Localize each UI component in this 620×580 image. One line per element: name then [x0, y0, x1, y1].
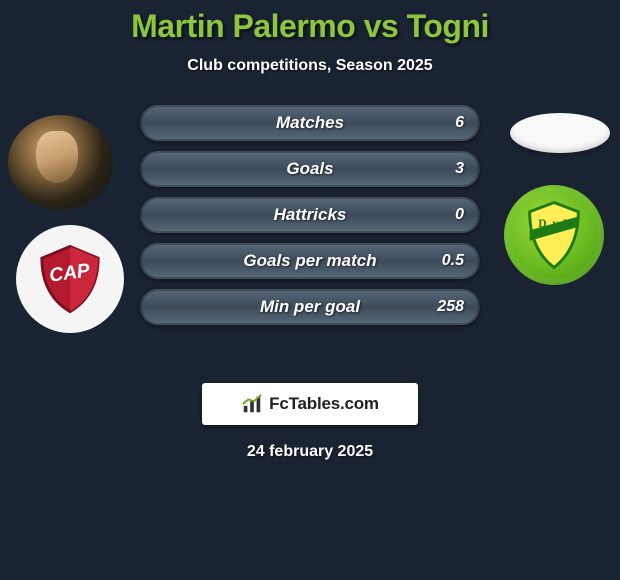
- stat-label: Min per goal: [260, 297, 360, 317]
- stat-label: Hattricks: [274, 205, 347, 225]
- stat-bar-min-per-goal: Min per goal 258: [140, 289, 480, 325]
- stat-label: Goals per match: [243, 251, 376, 271]
- page-subtitle: Club competitions, Season 2025: [0, 57, 620, 75]
- footer-logo: FcTables.com: [202, 383, 418, 425]
- svg-text:D. y J.: D. y J.: [538, 217, 570, 230]
- stat-value: 0: [455, 206, 464, 224]
- stats-area: CAP D. y J. Matches 6 Goals 3 Hattricks …: [0, 105, 620, 365]
- player-left-avatar: [8, 115, 113, 210]
- stat-label: Matches: [276, 113, 344, 133]
- player-right-oval: [510, 113, 610, 153]
- stat-bar-goals: Goals 3: [140, 151, 480, 187]
- shield-icon: CAP: [33, 242, 107, 316]
- shield-icon: D. y J.: [525, 200, 583, 270]
- club-badge-right: D. y J.: [504, 185, 604, 285]
- stat-value: 3: [455, 160, 464, 178]
- stat-bar-matches: Matches 6: [140, 105, 480, 141]
- infographic-container: Martin Palermo vs Togni Club competition…: [0, 0, 620, 461]
- stat-label: Goals: [286, 159, 333, 179]
- stat-bars: Matches 6 Goals 3 Hattricks 0 Goals per …: [140, 105, 480, 325]
- stat-value: 0.5: [442, 252, 464, 270]
- stat-value: 258: [437, 298, 464, 316]
- footer-date: 24 february 2025: [0, 443, 620, 461]
- stat-value: 6: [455, 114, 464, 132]
- stat-bar-goals-per-match: Goals per match 0.5: [140, 243, 480, 279]
- club-badge-left: CAP: [16, 225, 124, 333]
- bar-chart-icon: [241, 393, 263, 415]
- footer-logo-text: FcTables.com: [269, 394, 379, 414]
- page-title: Martin Palermo vs Togni: [0, 8, 620, 45]
- stat-bar-hattricks: Hattricks 0: [140, 197, 480, 233]
